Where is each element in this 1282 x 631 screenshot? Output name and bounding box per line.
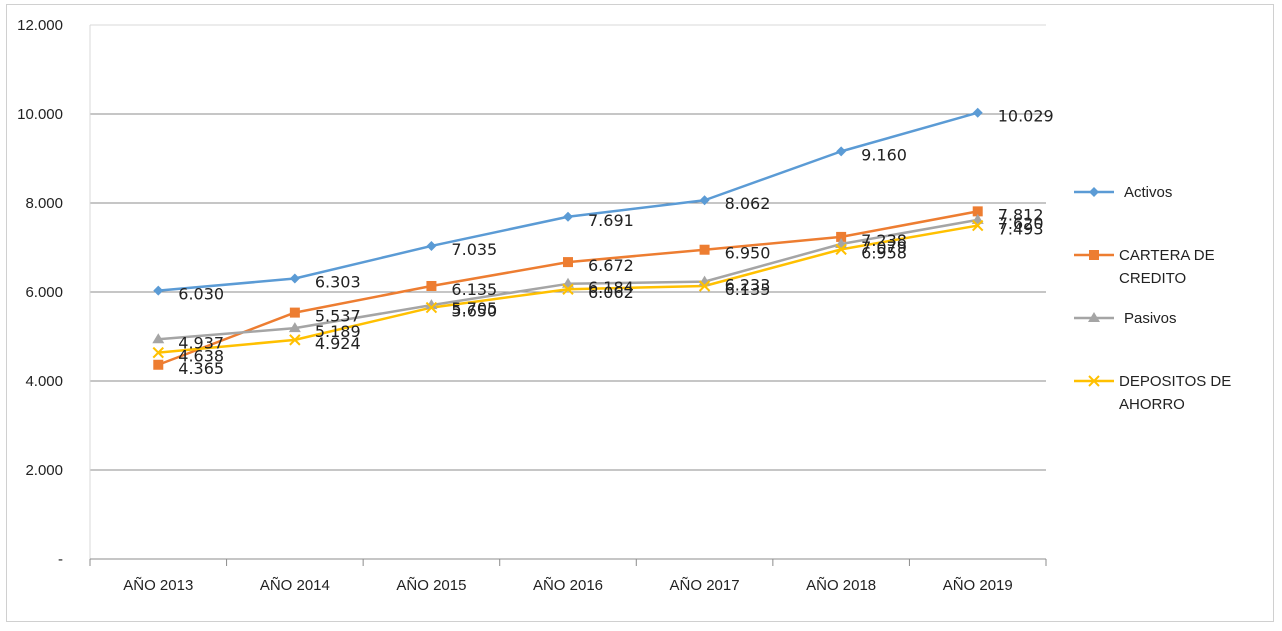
data-point-marker [972,219,984,232]
legend-label: AHORRO [1119,396,1185,413]
data-point-marker [153,359,164,370]
legend-label: CARTERA DE [1119,247,1215,264]
x-tick-label: AÑO 2017 [670,577,740,594]
data-label: 9.160 [861,145,907,164]
legend-label: Activos [1124,184,1172,201]
data-point-marker [1089,187,1099,197]
data-point-marker [563,211,573,222]
x-tick-label: AÑO 2016 [533,577,603,594]
data-point-marker [836,231,847,242]
data-label: 7.238 [861,231,907,250]
data-point-marker [289,273,300,284]
data-label: 6.233 [725,276,771,295]
data-label: 7.079 [861,238,907,257]
data-label: 6.135 [451,280,497,299]
data-point-marker [153,285,164,296]
data-point-marker [1088,312,1100,322]
x-tick-label: AÑO 2018 [806,577,876,594]
data-label: 5.189 [315,322,361,341]
legend-label: CREDITO [1119,270,1186,287]
y-tick-label: 8.000 [25,195,63,212]
data-label: 8.062 [725,194,771,213]
data-label: 4.924 [315,334,361,353]
data-label: 6.135 [725,280,771,299]
data-label: 7.493 [998,220,1044,239]
data-point-marker [426,280,437,291]
data-point-marker [1088,375,1100,387]
data-label: 7.691 [588,211,634,230]
y-tick-label: 12.000 [17,17,63,34]
data-point-marker [699,244,710,255]
data-label: 4.638 [178,347,224,366]
data-label: 7.035 [451,240,497,259]
chart-area [6,4,1274,622]
data-point-marker [836,146,847,157]
legend-label: DEPOSITOS DE [1119,373,1231,390]
data-label: 6.672 [588,256,634,275]
data-point-marker [425,299,438,310]
x-tick-label: AÑO 2019 [943,577,1013,594]
x-tick-label: AÑO 2013 [123,577,193,594]
data-label: 5.705 [451,299,497,318]
data-label: 7.812 [998,205,1044,224]
data-point-marker [972,107,983,118]
data-label: 5.537 [315,307,361,326]
data-point-marker [289,334,301,346]
data-label: 4.365 [178,359,224,378]
data-point-marker [152,333,165,344]
y-tick-label: 4.000 [25,373,63,390]
y-tick-label: 10.000 [17,106,63,123]
data-label: 4.937 [178,333,224,352]
x-tick-label: AÑO 2014 [260,577,330,594]
data-point-marker [289,307,300,318]
x-tick-label: AÑO 2015 [396,577,466,594]
data-point-marker [698,280,711,292]
data-point-marker [152,346,164,359]
data-point-marker [699,195,710,206]
y-tick-label: - [58,551,63,568]
data-point-marker [288,322,301,333]
data-label: 5.650 [451,302,497,321]
data-label: 6.303 [315,273,361,292]
y-tick-label: 2.000 [25,462,63,479]
data-point-marker [835,243,847,256]
data-label: 6.958 [861,243,907,262]
data-label: 6.062 [588,283,634,302]
legend-label: Pasivos [1124,310,1177,327]
data-point-marker [563,257,573,268]
data-label: 6.184 [588,278,634,297]
data-label: 7.620 [998,214,1044,233]
data-label: 6.030 [178,285,224,304]
data-point-marker [425,301,438,314]
data-label: 10.029 [998,107,1054,126]
data-point-marker [972,206,983,217]
data-point-marker [562,283,574,295]
data-label: 6.950 [725,244,771,263]
y-tick-label: 6.000 [25,284,63,301]
data-point-marker [1089,250,1099,260]
data-point-marker [426,240,437,251]
